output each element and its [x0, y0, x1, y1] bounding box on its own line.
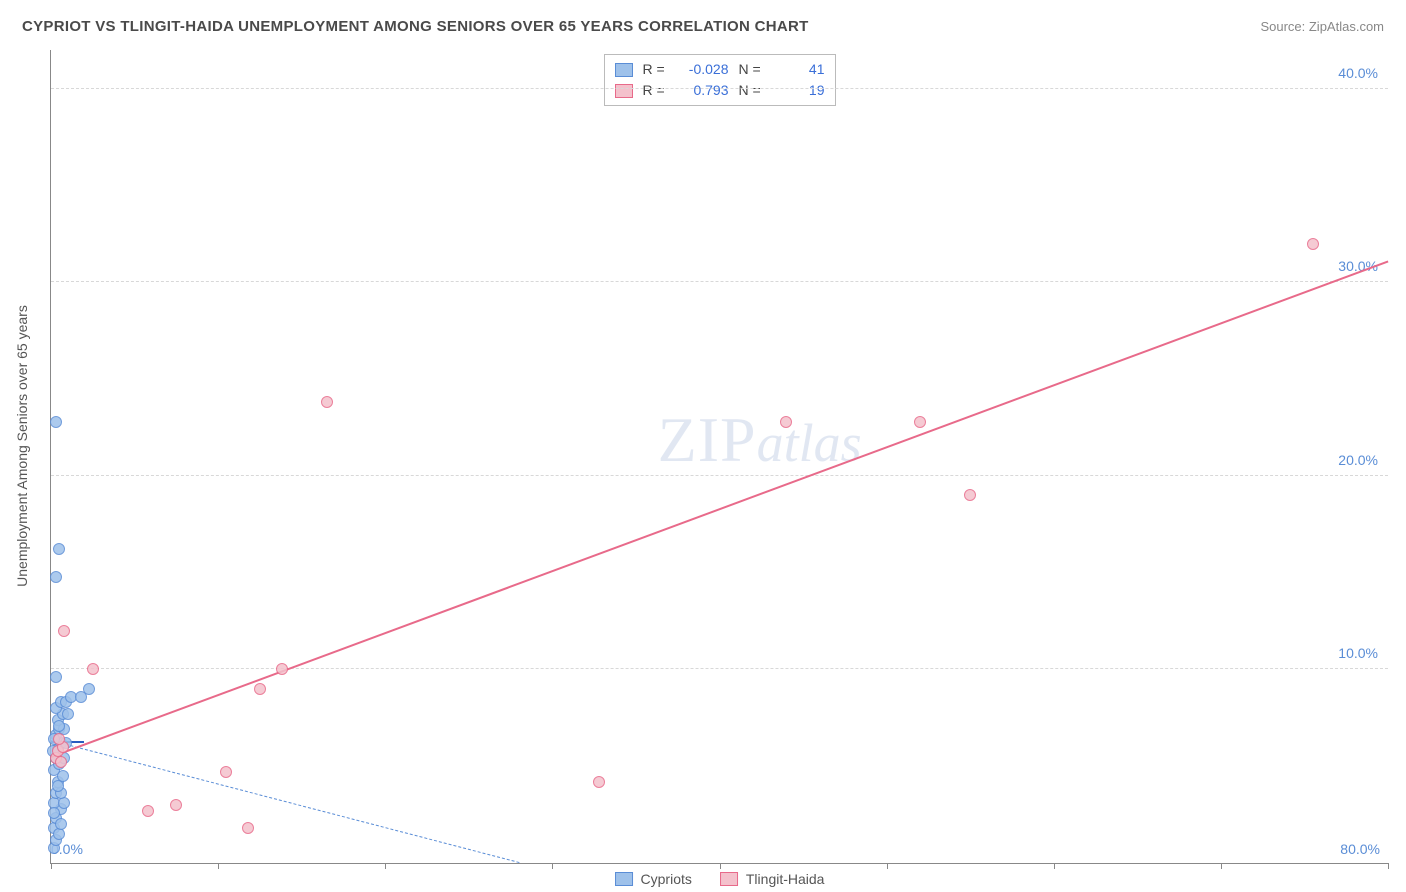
r-value-tlingit: 0.793	[677, 80, 729, 101]
x-tick	[552, 863, 553, 869]
data-point	[593, 776, 605, 788]
x-tick	[1388, 863, 1389, 869]
data-point	[50, 671, 62, 683]
data-point	[254, 683, 266, 695]
data-point	[58, 625, 70, 637]
data-point	[50, 571, 62, 583]
r-label: R =	[643, 59, 667, 80]
data-point	[170, 799, 182, 811]
x-tick	[218, 863, 219, 869]
data-point	[50, 416, 62, 428]
y-axis-label: Unemployment Among Seniors over 65 years	[14, 305, 30, 587]
legend: Cypriots Tlingit-Haida	[615, 871, 825, 887]
data-point	[87, 663, 99, 675]
source-attribution: Source: ZipAtlas.com	[1260, 19, 1384, 34]
data-point	[53, 543, 65, 555]
data-point	[780, 416, 792, 428]
data-point	[142, 805, 154, 817]
n-value-tlingit: 19	[773, 80, 825, 101]
data-point	[242, 822, 254, 834]
data-point	[1307, 238, 1319, 250]
data-point	[48, 807, 60, 819]
stats-row-tlingit: R = 0.793 N = 19	[615, 80, 825, 101]
x-tick	[51, 863, 52, 869]
n-label: N =	[739, 80, 763, 101]
gridline	[51, 668, 1388, 669]
data-point	[55, 756, 67, 768]
watermark-text-2: atlas	[757, 413, 862, 473]
swatch-tlingit	[615, 84, 633, 98]
legend-swatch-cypriots	[615, 872, 633, 886]
trend-line	[51, 261, 1389, 758]
x-tick	[1221, 863, 1222, 869]
correlation-stats-box: R = -0.028 N = 41 R = 0.793 N = 19	[604, 54, 836, 106]
y-tick-label: 10.0%	[1338, 645, 1378, 661]
n-label: N =	[739, 59, 763, 80]
x-tick-label: 80.0%	[1340, 841, 1380, 857]
data-point	[220, 766, 232, 778]
x-tick	[1054, 863, 1055, 869]
gridline	[51, 475, 1388, 476]
legend-item-tlingit: Tlingit-Haida	[720, 871, 825, 887]
r-label: R =	[643, 80, 667, 101]
scatter-plot-area: ZIPatlas R = -0.028 N = 41 R = 0.793 N =…	[50, 50, 1388, 864]
data-point	[55, 818, 67, 830]
legend-label-tlingit: Tlingit-Haida	[746, 871, 825, 887]
gridline	[51, 281, 1388, 282]
y-tick-label: 20.0%	[1338, 452, 1378, 468]
data-point	[964, 489, 976, 501]
data-point	[276, 663, 288, 675]
chart-title: CYPRIOT VS TLINGIT-HAIDA UNEMPLOYMENT AM…	[22, 18, 809, 35]
data-point	[321, 396, 333, 408]
x-tick	[720, 863, 721, 869]
legend-swatch-tlingit	[720, 872, 738, 886]
data-point	[62, 708, 74, 720]
data-point	[83, 683, 95, 695]
swatch-cypriots	[615, 63, 633, 77]
watermark-text-1: ZIP	[658, 404, 757, 475]
y-tick-label: 40.0%	[1338, 65, 1378, 81]
x-tick	[385, 863, 386, 869]
n-value-cypriots: 41	[773, 59, 825, 80]
data-point	[53, 733, 65, 745]
legend-item-cypriots: Cypriots	[615, 871, 692, 887]
data-point	[53, 720, 65, 732]
stats-row-cypriots: R = -0.028 N = 41	[615, 59, 825, 80]
r-value-cypriots: -0.028	[677, 59, 729, 80]
legend-label-cypriots: Cypriots	[641, 871, 692, 887]
trend-line	[51, 740, 519, 863]
gridline	[51, 88, 1388, 89]
data-point	[914, 416, 926, 428]
x-tick	[887, 863, 888, 869]
data-point	[52, 780, 64, 792]
